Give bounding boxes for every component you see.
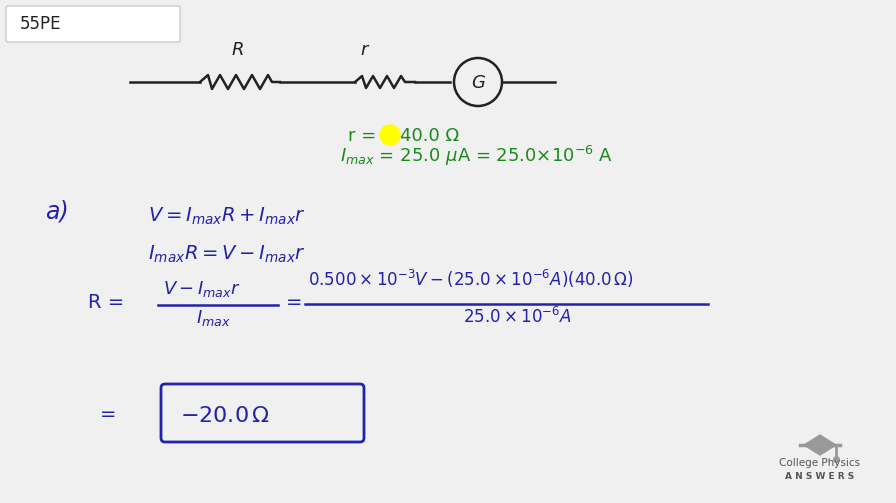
Text: r =: r = (348, 127, 376, 145)
Circle shape (380, 125, 400, 145)
FancyBboxPatch shape (161, 384, 364, 442)
Text: A N S W E R S: A N S W E R S (786, 472, 855, 481)
FancyBboxPatch shape (6, 6, 180, 42)
Text: $25.0\times10^{-6}A$: $25.0\times10^{-6}A$ (463, 307, 572, 327)
Text: R: R (232, 41, 245, 59)
Text: 40.0 Ω: 40.0 Ω (400, 127, 459, 145)
Text: R =: R = (88, 293, 125, 312)
Polygon shape (804, 435, 836, 455)
Text: $V = I_{max}R + I_{max}r$: $V = I_{max}R + I_{max}r$ (148, 206, 306, 227)
Text: G: G (471, 74, 485, 92)
Text: $I_{max}$ = 25.0 $\mu$A = 25.0$\times$10$^{-6}$ A: $I_{max}$ = 25.0 $\mu$A = 25.0$\times$10… (340, 144, 613, 168)
Text: =: = (286, 293, 303, 312)
Text: =: = (100, 405, 116, 424)
Text: a): a) (45, 199, 69, 223)
Text: r: r (360, 41, 367, 59)
Text: 55PE: 55PE (20, 15, 62, 33)
Text: $V - I_{max}r$: $V - I_{max}r$ (163, 279, 241, 299)
Text: $I_{max}$: $I_{max}$ (196, 308, 231, 328)
Text: College Physics: College Physics (780, 458, 860, 468)
Text: $- 20.0\,\Omega$: $- 20.0\,\Omega$ (180, 406, 270, 426)
Text: $I_{max}R = V - I_{max}r$: $I_{max}R = V - I_{max}r$ (148, 244, 306, 265)
Text: $0.500\times10^{-3}V - (25.0\times10^{-6}A)(40.0\,\Omega)$: $0.500\times10^{-3}V - (25.0\times10^{-6… (308, 268, 633, 290)
